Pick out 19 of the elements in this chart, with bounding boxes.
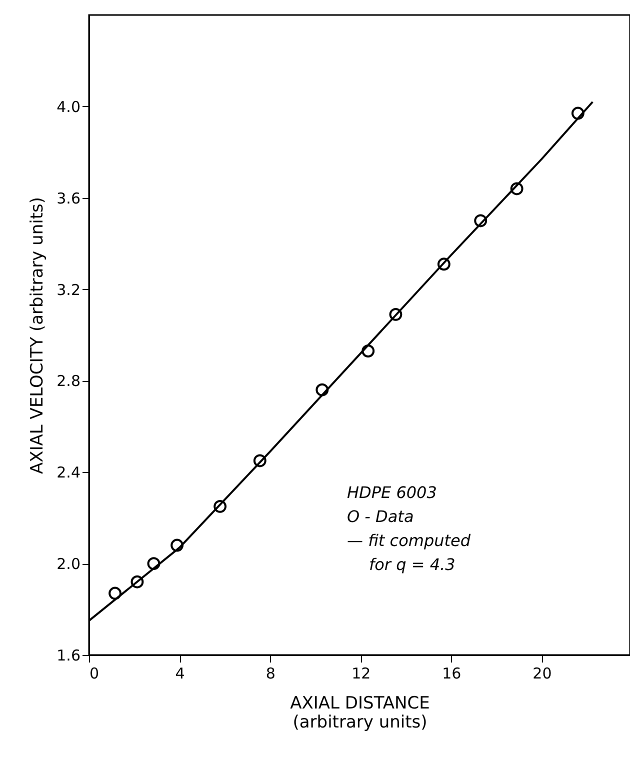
annotation: for q = 4.3 — [369, 555, 456, 574]
y-tick-label: 1.6 — [56, 646, 80, 664]
x-tick-label: 4 — [175, 664, 185, 682]
y-tick-label: 2.8 — [56, 372, 80, 390]
y-tick-label: 2.0 — [56, 555, 80, 574]
x-tick-label: 16 — [442, 664, 462, 682]
x-tick-label: 20 — [532, 664, 552, 682]
y-tick-label: 2.4 — [56, 464, 80, 482]
y-tick-label: 3.2 — [56, 280, 80, 299]
x-tick-label: 12 — [352, 664, 371, 682]
y-axis-title: AXIAL VELOCITY (arbitrary units) — [28, 197, 48, 474]
y-tick-label: 3.6 — [56, 189, 80, 208]
x-tick-label: 8 — [266, 664, 276, 682]
x-tick-label: 0 — [90, 664, 100, 682]
y-tick-label: 4.0 — [56, 98, 80, 116]
annotation: — fit computed — [347, 531, 472, 550]
annotation: O - Data — [347, 507, 414, 526]
annotation: HDPE 6003 — [347, 483, 437, 502]
x-axis-title: AXIAL DISTANCE (arbitrary units) — [290, 694, 430, 732]
